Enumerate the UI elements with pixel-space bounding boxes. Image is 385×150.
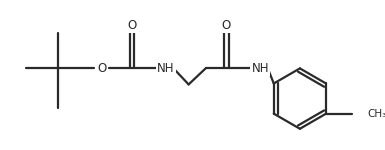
- Text: O: O: [127, 18, 137, 32]
- Text: CH₃: CH₃: [368, 109, 385, 119]
- Text: NH: NH: [157, 62, 175, 75]
- Text: NH: NH: [251, 62, 269, 75]
- Text: O: O: [97, 62, 107, 75]
- Text: O: O: [222, 18, 231, 32]
